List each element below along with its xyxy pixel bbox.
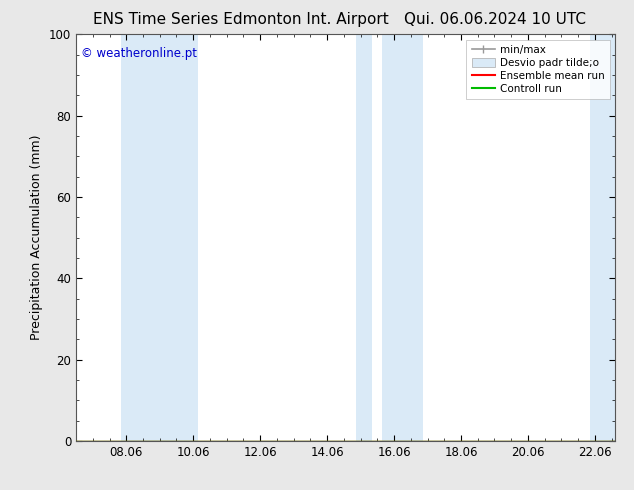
Text: Qui. 06.06.2024 10 UTC: Qui. 06.06.2024 10 UTC [403, 12, 586, 27]
Bar [121, 34, 198, 441]
Text: © weatheronline.pt: © weatheronline.pt [81, 47, 197, 59]
Bar [356, 34, 372, 441]
Legend: min/max, Desvio padr tilde;o, Ensemble mean run, Controll run: min/max, Desvio padr tilde;o, Ensemble m… [467, 40, 610, 99]
Bar [382, 34, 422, 441]
Bar [590, 34, 615, 441]
Text: ENS Time Series Edmonton Int. Airport: ENS Time Series Edmonton Int. Airport [93, 12, 389, 27]
Y-axis label: Precipitation Accumulation (mm): Precipitation Accumulation (mm) [30, 135, 43, 341]
